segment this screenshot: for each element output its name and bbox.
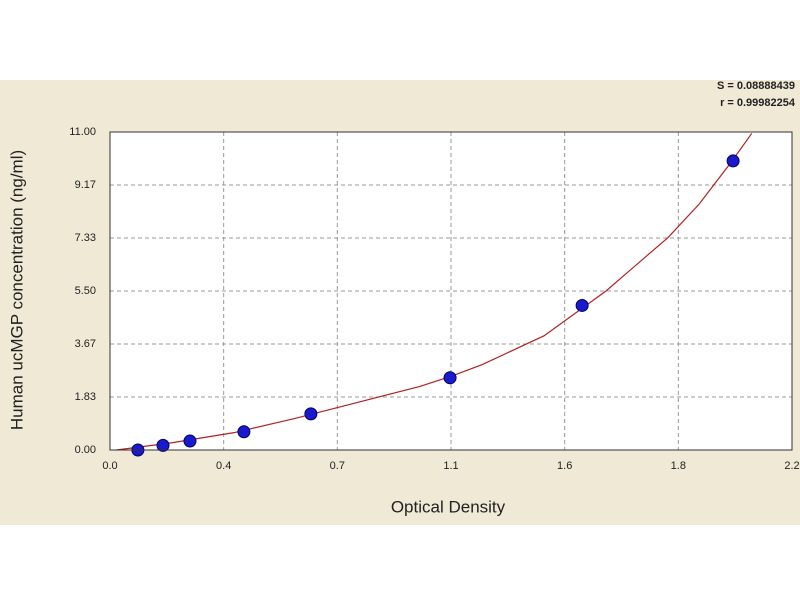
data-point [304, 407, 318, 421]
data-point [575, 298, 589, 312]
data-point [726, 154, 740, 168]
y-tick-label: 11.00 [69, 126, 96, 138]
x-tick-label: 0.4 [216, 460, 231, 472]
x-tick-label: 1.1 [443, 460, 458, 472]
x-tick-label: 1.6 [557, 460, 572, 472]
y-tick-label: 1.83 [75, 391, 96, 403]
x-tick-label: 0.0 [102, 460, 117, 472]
annotation: r = 0.99982254 [720, 97, 796, 109]
data-point [156, 438, 170, 452]
y-tick-label: 5.50 [75, 285, 96, 297]
y-tick-label: 3.67 [75, 338, 96, 350]
y-axis-title: Human ucMGP concentration (ng/ml) [7, 150, 26, 430]
annotation: S = 0.08888439 [717, 80, 795, 92]
x-tick-label: 2.2 [784, 460, 799, 472]
data-point [237, 425, 251, 439]
x-tick-label: 1.8 [671, 460, 686, 472]
y-tick-label: 0.00 [75, 444, 96, 456]
plot-area [110, 132, 792, 450]
x-axis-title: Optical Density [391, 497, 506, 516]
plot-border [109, 131, 793, 451]
y-tick-label: 7.33 [75, 232, 96, 244]
data-point [443, 371, 457, 385]
data-point [183, 434, 197, 448]
y-tick-label: 9.17 [75, 179, 96, 191]
x-tick-label: 0.7 [330, 460, 345, 472]
